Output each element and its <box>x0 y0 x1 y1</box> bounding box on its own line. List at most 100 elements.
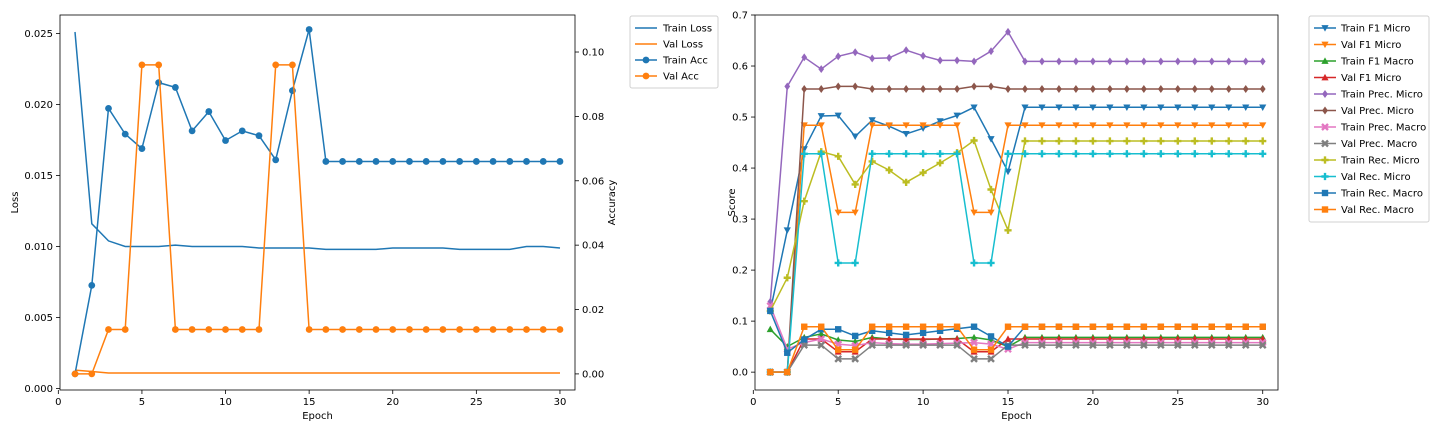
series-line <box>770 325 1263 373</box>
data-point <box>1056 57 1062 66</box>
data-point <box>1174 137 1182 145</box>
data-point <box>121 130 129 138</box>
data-point <box>1123 122 1131 129</box>
data-point <box>885 323 893 330</box>
data-point <box>801 323 808 330</box>
series-val-prec-macro <box>766 341 1267 376</box>
x-tick-label: 0 <box>750 397 756 408</box>
data-point <box>1038 104 1046 111</box>
y-axis-title: Score <box>727 188 738 216</box>
data-point <box>851 259 859 267</box>
data-point <box>1021 150 1029 158</box>
data-point <box>783 227 791 234</box>
data-point <box>1089 323 1097 330</box>
legend-entry: Train F1 Macro <box>1314 57 1414 68</box>
data-point <box>1191 85 1198 93</box>
data-point <box>1004 226 1012 234</box>
data-point <box>222 137 229 144</box>
data-point <box>1038 323 1046 330</box>
legend-label: Val Prec. Micro <box>1341 106 1414 117</box>
legend-marker <box>1321 123 1329 131</box>
data-point <box>920 51 926 60</box>
data-point <box>1208 150 1216 158</box>
data-point <box>556 326 564 333</box>
data-point <box>1106 104 1114 111</box>
data-point <box>188 326 196 333</box>
data-point <box>305 26 313 33</box>
data-point <box>801 336 808 343</box>
data-point <box>851 355 860 363</box>
data-point <box>1021 122 1029 129</box>
data-point <box>1021 104 1029 111</box>
x-tick-label: 10 <box>219 397 232 408</box>
data-point <box>885 341 893 349</box>
data-point <box>205 108 213 115</box>
series-line <box>769 139 1263 312</box>
data-point <box>272 156 280 164</box>
data-point <box>1225 85 1232 93</box>
x-axis-title: Epoch <box>302 411 333 422</box>
data-point <box>817 330 825 337</box>
data-point <box>800 197 808 205</box>
y-right-axis-title: Accuracy <box>607 180 618 226</box>
legend-label: Val F1 Micro <box>1341 73 1401 84</box>
data-point <box>1072 323 1080 330</box>
legend-label: Val Loss <box>663 40 703 51</box>
data-point <box>88 370 96 378</box>
legend-marker <box>1321 206 1329 213</box>
data-point <box>1259 104 1267 111</box>
data-point <box>1157 85 1164 93</box>
y-tick-label: 0.4 <box>732 164 748 175</box>
data-point <box>1242 137 1250 145</box>
data-point <box>919 122 927 129</box>
data-point <box>817 113 825 120</box>
data-point <box>970 209 978 217</box>
data-point <box>71 370 79 378</box>
series-line <box>75 64 560 375</box>
data-point <box>355 158 363 165</box>
x-tick-label: 10 <box>917 397 930 408</box>
legend-label: Train Prec. Macro <box>1340 123 1426 134</box>
data-point <box>155 61 163 69</box>
data-point <box>1055 150 1063 158</box>
data-point <box>1224 341 1233 349</box>
data-point <box>919 335 927 342</box>
data-point <box>1173 341 1182 349</box>
data-point <box>987 333 995 340</box>
x-tick-label: 5 <box>835 397 841 408</box>
data-point <box>937 85 943 93</box>
data-point <box>138 145 146 152</box>
data-point <box>1089 150 1097 158</box>
data-point <box>489 326 497 333</box>
data-point <box>1106 150 1114 158</box>
data-point <box>439 326 447 333</box>
series-val-prec-micro <box>767 82 1266 377</box>
data-point <box>1073 85 1079 93</box>
data-point <box>902 150 910 158</box>
data-point <box>389 158 397 165</box>
data-point <box>1022 57 1028 66</box>
data-point <box>1140 57 1147 66</box>
y-tick-label: 0.7 <box>732 11 748 22</box>
legend-entry: Train Acc <box>635 56 708 67</box>
data-point <box>970 104 978 111</box>
data-point <box>1259 323 1266 330</box>
data-point <box>472 326 480 333</box>
series-train-rec-micro <box>766 136 1267 315</box>
data-point <box>1055 341 1063 349</box>
data-point <box>1089 137 1097 145</box>
legend-label: Train Loss <box>662 24 712 35</box>
data-point <box>1089 104 1097 111</box>
data-point <box>1208 137 1216 145</box>
legend-label: Train Acc <box>662 56 708 67</box>
data-point <box>818 85 825 93</box>
data-point <box>1106 137 1114 145</box>
data-point <box>1242 104 1250 111</box>
data-point <box>1191 137 1199 145</box>
data-point <box>1259 57 1266 66</box>
data-point <box>868 122 876 129</box>
data-point <box>1004 323 1012 330</box>
y-tick-label: 0.000 <box>24 384 53 395</box>
data-point <box>1038 341 1046 349</box>
